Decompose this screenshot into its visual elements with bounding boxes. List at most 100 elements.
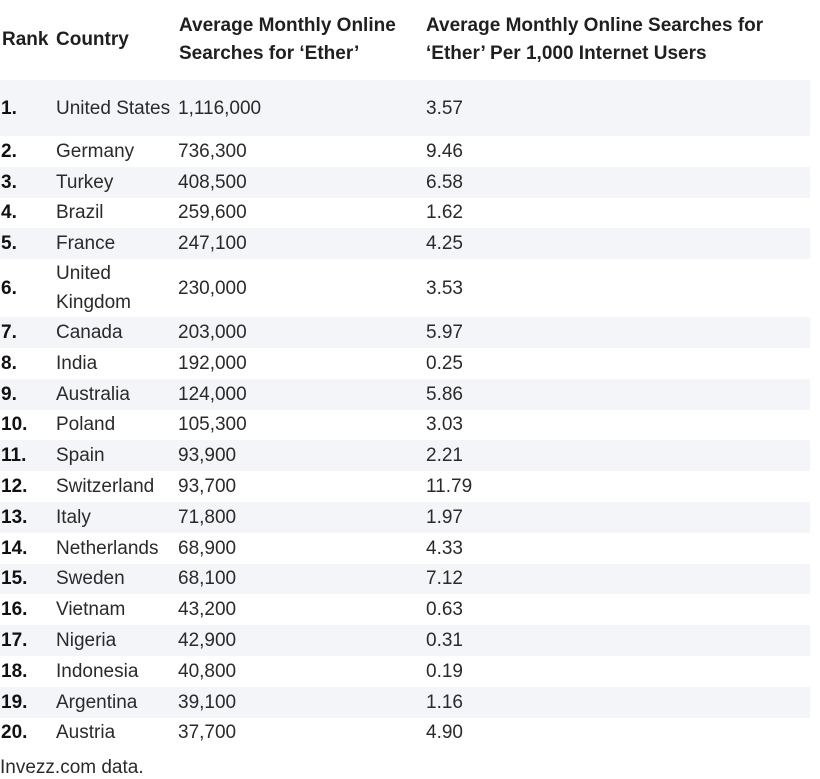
rank-cell: 16. [1,599,28,621]
country-cell: Poland [56,414,116,436]
country-cell: Germany [56,140,135,162]
header-searches-per-1000-users: Average Monthly Online Searches for ‘Eth… [426,15,764,64]
rank-cell: 7. [1,322,17,344]
rank-cell: 9. [1,383,17,405]
table-row: 3. Turkey 408,500 6.58 [0,166,810,198]
monthly-searches-cell: 1,116,000 [178,97,262,119]
ether-searches-table: Rank Country Average Monthly Online Sear… [0,0,810,749]
rank-cell: 1. [1,97,17,119]
table-body: 1. United States 1,116,000 3.57 2. Germany 736… [0,80,810,749]
country-cell: Italy [56,506,91,528]
country-cell: Turkey [56,171,114,193]
table-row: 4. Brazil 259,600 1.62 [0,197,810,229]
country-cell: France [56,233,116,255]
table-row: 2. Germany 736,300 9.46 [0,136,810,167]
monthly-searches-cell: 93,900 [178,445,237,467]
monthly-searches-cell: 247,100 [178,233,247,255]
searches-per-1000-cell: 0.63 [426,599,463,621]
searches-per-1000-cell: 2.21 [426,445,463,467]
searches-per-1000-cell: 1.97 [426,506,463,528]
searches-per-1000-cell: 7.12 [426,568,463,590]
monthly-searches-cell: 68,100 [178,568,237,590]
table-row: 20. Austria 37,700 4.90 [0,717,810,749]
monthly-searches-cell: 68,900 [178,537,237,559]
table-row: 9. Australia 124,000 5.86 [0,378,810,410]
monthly-searches-cell: 37,700 [178,722,237,744]
rank-cell: 5. [1,233,17,255]
rank-cell: 2. [1,140,17,162]
header-monthly-searches: Average Monthly Online Searches for ‘Eth… [179,15,396,64]
country-cell: Netherlands [56,537,159,559]
searches-per-1000-cell: 0.19 [426,660,463,682]
monthly-searches-cell: 230,000 [178,277,247,299]
searches-per-1000-cell: 1.62 [426,202,463,224]
monthly-searches-cell: 42,900 [178,630,237,652]
searches-per-1000-cell: 3.57 [426,97,463,119]
table-row: 12. Switzerland 93,700 11.79 [0,471,810,502]
country-cell: United States [56,97,171,119]
table-row: 10. Poland 105,300 3.03 [0,409,810,441]
header-row: Rank Country Average Monthly Online Sear… [0,0,810,80]
table-row: 7. Canada 203,000 5.97 [0,317,810,348]
searches-per-1000-cell: 0.25 [426,352,463,374]
rank-cell: 14. [1,537,28,559]
rank-cell: 18. [1,660,28,682]
rank-cell: 19. [1,691,28,713]
table-row: 17. Nigeria 42,900 0.31 [0,625,810,656]
table-row: 19. Argentina 39,100 1.16 [0,686,810,718]
table-row: 1. United States 1,116,000 3.57 [0,80,810,136]
source-note: Invezz.com data. [0,757,144,778]
searches-per-1000-cell: 9.46 [426,140,463,162]
monthly-searches-cell: 93,700 [178,476,237,498]
country-cell: United Kingdom [56,263,131,314]
monthly-searches-cell: 408,500 [178,171,247,193]
searches-per-1000-cell: 1.16 [426,691,463,713]
monthly-searches-cell: 736,300 [178,140,247,162]
monthly-searches-cell: 259,600 [178,202,247,224]
header-country: Country [56,29,129,50]
country-cell: Argentina [56,691,138,713]
searches-per-1000-cell: 4.33 [426,537,463,559]
monthly-searches-cell: 105,300 [178,414,247,436]
searches-per-1000-cell: 3.53 [426,277,463,299]
table-row: 8. India 192,000 0.25 [0,347,810,379]
country-cell: Spain [56,445,105,467]
country-cell: Vietnam [56,599,126,621]
country-cell: Australia [56,383,130,405]
table-row: 18. Indonesia 40,800 0.19 [0,655,810,687]
searches-per-1000-cell: 11.79 [426,476,473,498]
monthly-searches-cell: 43,200 [178,599,237,621]
searches-per-1000-cell: 5.86 [426,383,463,405]
table-row: 5. France 247,100 4.25 [0,228,810,260]
rank-cell: 3. [1,171,17,193]
monthly-searches-cell: 124,000 [178,383,247,405]
table-row: 13. Italy 71,800 1.97 [0,501,810,533]
country-cell: Indonesia [56,660,139,682]
rank-cell: 4. [1,202,17,224]
monthly-searches-cell: 39,100 [178,691,237,713]
country-cell: Brazil [56,202,104,224]
searches-per-1000-cell: 4.25 [426,233,463,255]
rank-cell: 20. [1,722,28,744]
rank-cell: 13. [1,506,28,528]
table-row: 14. Netherlands 68,900 4.33 [0,532,810,564]
searches-per-1000-cell: 0.31 [426,630,463,652]
country-cell: Austria [56,722,116,744]
searches-per-1000-cell: 6.58 [426,171,463,193]
header-rank: Rank [2,29,49,50]
monthly-searches-cell: 203,000 [178,322,247,344]
table-row: 6. United Kingdom 230,000 3.53 [0,259,810,318]
rank-cell: 8. [1,352,17,374]
searches-per-1000-cell: 3.03 [426,414,463,436]
rank-cell: 12. [1,476,28,498]
table-header: Rank Country Average Monthly Online Sear… [0,0,810,80]
monthly-searches-cell: 71,800 [178,506,237,528]
monthly-searches-cell: 40,800 [178,660,237,682]
rank-cell: 17. [1,630,28,652]
table-row: 15. Sweden 68,100 7.12 [0,563,810,595]
table-row: 16. Vietnam 43,200 0.63 [0,594,810,626]
monthly-searches-cell: 192,000 [178,352,247,374]
rank-cell: 11. [1,445,27,467]
rank-cell: 15. [1,568,28,590]
